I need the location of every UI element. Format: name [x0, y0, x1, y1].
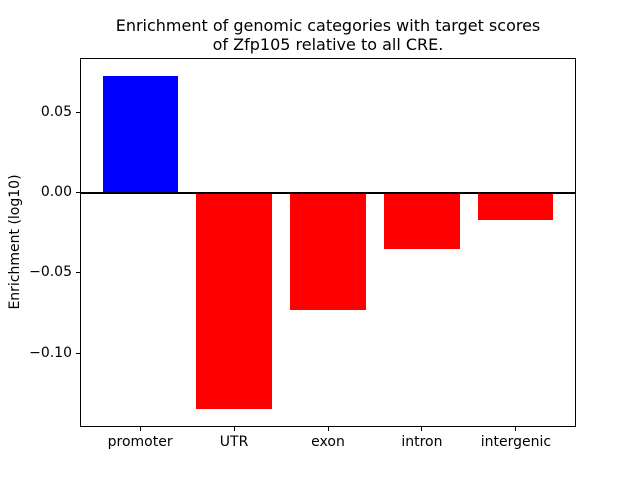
y-tick-label-0.05: 0.05	[40, 104, 72, 121]
plot-area	[80, 58, 576, 427]
y-tick-−0.05	[76, 272, 80, 274]
y-tick-−0.10	[76, 352, 80, 354]
zero-line	[80, 191, 576, 194]
y-tick-0.00	[76, 192, 80, 194]
x-tick-promoter	[139, 427, 141, 431]
x-tick-label-promoter: promoter	[107, 434, 173, 450]
chart-title-line2: of Zfp105 relative to all CRE.	[212, 35, 444, 54]
x-tick-exon	[327, 427, 329, 431]
y-tick-0.05	[76, 112, 80, 114]
bar-intron	[384, 192, 460, 249]
bar-UTR	[196, 192, 272, 410]
y-tick-label-0.00: 0.00	[40, 184, 72, 201]
x-tick-UTR	[233, 427, 235, 431]
y-tick-label-−0.05: −0.05	[29, 264, 72, 281]
y-axis-label: Enrichment (log10)	[7, 174, 23, 310]
bar-promoter	[102, 75, 178, 193]
x-tick-label-intron: intron	[401, 434, 443, 450]
x-tick-label-UTR: UTR	[219, 434, 249, 450]
x-tick-label-intergenic: intergenic	[480, 434, 552, 450]
bar-exon	[290, 192, 366, 310]
y-tick-label-−0.10: −0.10	[29, 344, 72, 361]
bar-intergenic	[478, 192, 554, 221]
chart-title-line1: Enrichment of genomic categories with ta…	[115, 16, 541, 35]
x-tick-intergenic	[515, 427, 517, 431]
x-tick-label-exon: exon	[311, 434, 345, 450]
chart-title: Enrichment of genomic categories with ta…	[80, 16, 576, 54]
x-tick-intron	[421, 427, 423, 431]
